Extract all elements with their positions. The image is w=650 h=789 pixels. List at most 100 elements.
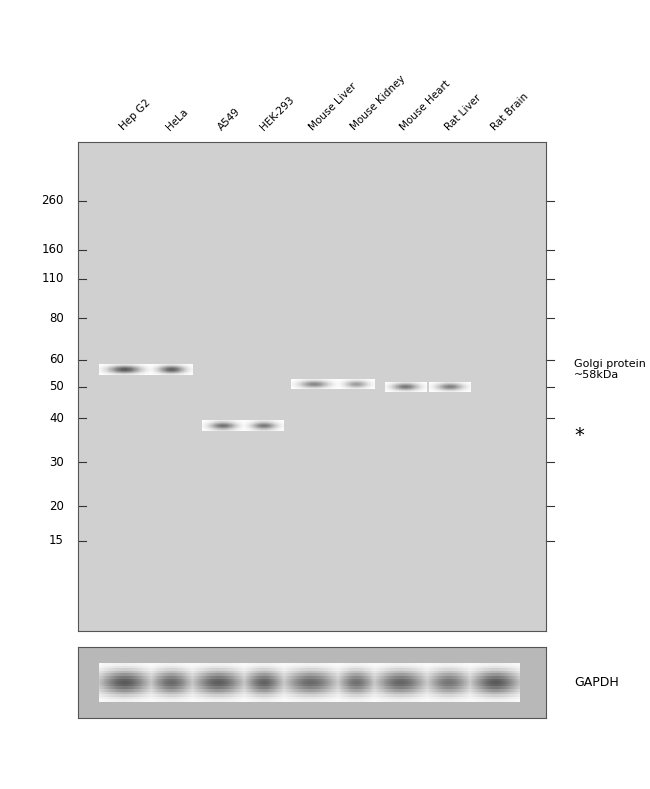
Bar	[334, 676, 335, 679]
Bar	[293, 692, 294, 694]
Bar	[337, 671, 338, 673]
Bar	[292, 681, 293, 684]
Bar	[333, 684, 334, 686]
Bar	[294, 686, 295, 689]
Bar	[333, 694, 334, 697]
Bar	[323, 689, 324, 692]
Bar	[311, 666, 312, 668]
Bar	[303, 689, 304, 692]
Bar	[315, 663, 316, 666]
Bar	[325, 684, 326, 686]
Bar	[304, 676, 305, 679]
Bar	[286, 694, 287, 697]
Bar	[313, 676, 314, 679]
Bar	[325, 663, 326, 666]
Bar	[309, 699, 310, 702]
Bar	[292, 699, 293, 702]
Bar	[325, 673, 326, 676]
Bar	[331, 676, 332, 679]
Bar	[337, 697, 338, 699]
Bar	[333, 686, 334, 689]
Bar	[330, 673, 331, 676]
Bar	[309, 681, 310, 684]
Bar	[286, 681, 287, 684]
Bar	[304, 679, 305, 681]
Bar	[303, 681, 304, 684]
Bar	[331, 689, 332, 692]
Bar	[309, 694, 310, 697]
Bar	[327, 686, 328, 689]
Bar	[303, 684, 304, 686]
Bar	[323, 684, 324, 686]
Bar	[318, 681, 319, 684]
Bar	[285, 689, 286, 692]
Bar	[296, 689, 298, 692]
Bar	[322, 676, 323, 679]
Bar	[309, 686, 310, 689]
Bar	[287, 673, 288, 676]
Bar	[300, 673, 301, 676]
Bar	[290, 663, 291, 666]
Bar	[313, 699, 314, 702]
Bar	[292, 694, 293, 697]
Bar	[300, 671, 301, 673]
Bar	[309, 697, 310, 699]
Bar	[284, 686, 285, 689]
Bar	[288, 679, 289, 681]
Bar	[311, 676, 312, 679]
Bar	[299, 681, 300, 684]
Bar	[295, 663, 296, 666]
Bar	[313, 694, 314, 697]
Bar	[334, 671, 335, 673]
Bar	[301, 666, 302, 668]
Bar	[285, 673, 286, 676]
Bar	[325, 694, 326, 697]
Bar	[331, 697, 332, 699]
Text: 50: 50	[49, 380, 64, 393]
Bar	[337, 692, 338, 694]
Bar	[296, 699, 298, 702]
Text: Golgi protein 58k
~58kDa: Golgi protein 58k ~58kDa	[574, 359, 650, 380]
Bar	[307, 676, 308, 679]
Bar	[320, 694, 321, 697]
Bar	[304, 697, 305, 699]
Bar	[298, 684, 299, 686]
Bar	[306, 676, 307, 679]
Bar	[317, 697, 318, 699]
Bar	[328, 684, 329, 686]
Bar	[325, 681, 326, 684]
Bar	[312, 681, 313, 684]
Bar	[301, 699, 302, 702]
Bar	[335, 681, 337, 684]
Bar	[335, 671, 337, 673]
Bar	[301, 671, 302, 673]
Bar	[321, 679, 322, 681]
Bar	[314, 684, 315, 686]
Bar	[307, 666, 308, 668]
Bar	[330, 697, 331, 699]
Bar	[332, 668, 333, 671]
Bar	[324, 694, 325, 697]
Bar	[292, 676, 293, 679]
Bar	[310, 692, 311, 694]
Bar	[298, 694, 299, 697]
Bar	[306, 671, 307, 673]
Bar	[293, 663, 294, 666]
Bar	[317, 689, 318, 692]
Bar	[286, 671, 287, 673]
Bar	[328, 694, 329, 697]
Bar	[337, 668, 338, 671]
Bar	[314, 663, 315, 666]
Bar	[295, 694, 296, 697]
Bar	[303, 697, 304, 699]
Bar	[289, 676, 290, 679]
Bar	[337, 679, 338, 681]
Bar	[311, 692, 312, 694]
Bar	[304, 684, 305, 686]
Bar	[333, 676, 334, 679]
Bar	[294, 681, 295, 684]
Bar	[328, 689, 329, 692]
Bar	[313, 689, 314, 692]
Bar	[287, 676, 288, 679]
Bar	[315, 692, 316, 694]
